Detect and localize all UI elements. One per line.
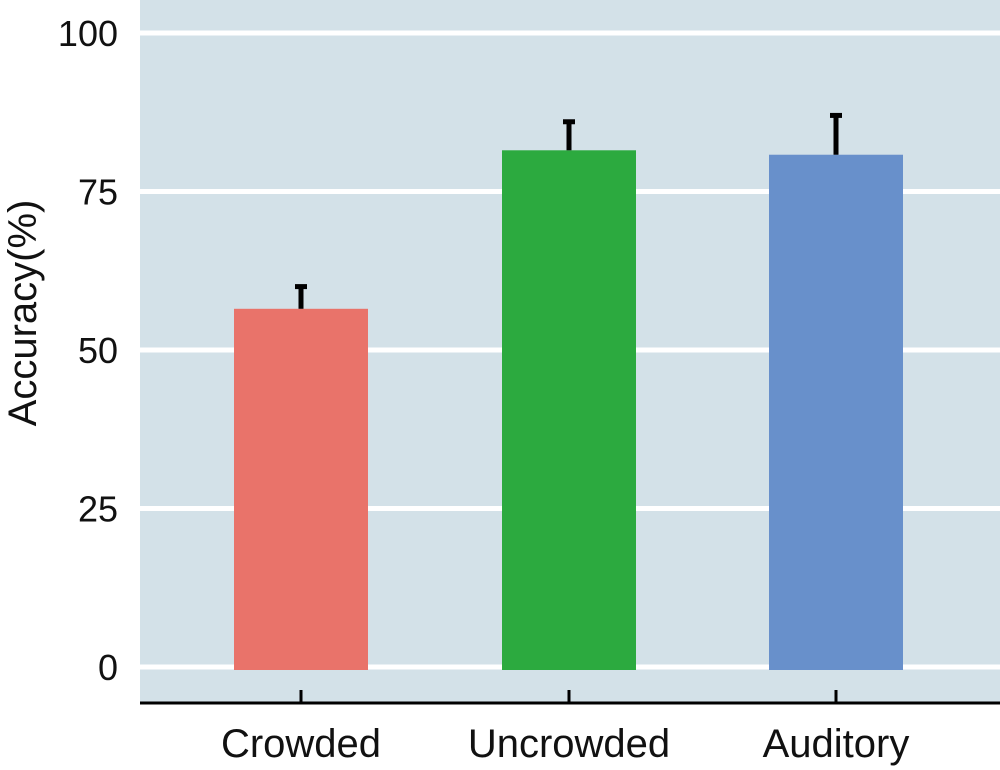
category-label-crowded: Crowded [221,722,381,766]
x-ticks [299,690,838,703]
y-axis-title: Accuracy(%) [1,200,45,427]
y-tick-label: 25 [78,489,118,530]
category-labels: Crowded Uncrowded Auditory [221,722,909,766]
category-label-auditory: Auditory [763,722,910,766]
bar-auditory [769,154,903,670]
y-tick-label: 75 [78,172,118,213]
category-label-uncrowded: Uncrowded [468,722,670,766]
bars [234,150,903,671]
error-bars [295,112,842,309]
bar-uncrowded [502,150,636,671]
bar-crowded [234,308,368,670]
y-tick-label: 100 [58,13,118,54]
y-tick-label: 0 [98,647,118,688]
y-tick-label: 50 [78,330,118,371]
y-tick-labels: 0 25 50 75 100 [58,13,118,688]
